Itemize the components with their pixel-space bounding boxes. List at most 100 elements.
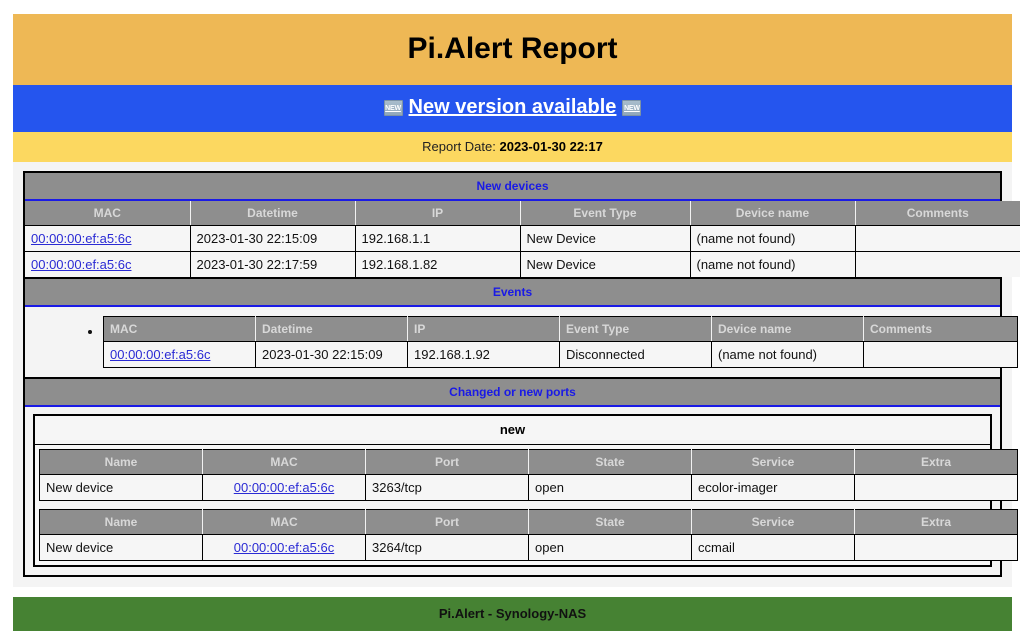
report-title-bar: Pi.Alert Report: [13, 14, 1012, 85]
section-header-events: Events: [25, 279, 1000, 307]
mac-link[interactable]: 00:00:00:ef:a5:6c: [233, 540, 335, 555]
cell-ip: 192.168.1.1: [355, 225, 521, 252]
cell-event-type: Disconnected: [559, 341, 712, 368]
table-row: New device 00:00:00:ef:a5:6c 3264/tcp op…: [39, 534, 1018, 561]
column-header-ip: IP: [355, 201, 521, 226]
cell-mac: 00:00:00:ef:a5:6c: [103, 341, 256, 368]
column-header-device-name: Device name: [690, 201, 856, 226]
report-date-value: 2023-01-30 22:17: [499, 139, 603, 154]
table-row: New device 00:00:00:ef:a5:6c 3263/tcp op…: [39, 474, 1018, 501]
section-new-devices: New devices MAC Datetime IP Event Type: [23, 171, 1020, 279]
report-date-bar: Report Date: 2023-01-30 22:17: [13, 132, 1012, 162]
column-header-service: Service: [691, 509, 855, 535]
report-page: Pi.Alert Report NEW New version availabl…: [13, 14, 1020, 587]
cell-datetime: 2023-01-30 22:17:59: [190, 251, 356, 277]
cell-state: open: [528, 474, 692, 501]
list-item: MAC Datetime IP Event Type Device name C…: [103, 316, 1018, 368]
cell-comments: [855, 225, 1020, 252]
mac-link[interactable]: 00:00:00:ef:a5:6c: [110, 347, 211, 362]
column-header-ip: IP: [407, 316, 560, 342]
events-list: MAC Datetime IP Event Type Device name C…: [25, 316, 1018, 368]
cell-comments: [863, 341, 1018, 368]
cell-mac: 00:00:00:ef:a5:6c: [202, 534, 366, 561]
ports-group-title: new: [35, 416, 990, 445]
new-badge-icon-left: NEW: [383, 99, 403, 116]
column-header-event-type: Event Type: [559, 316, 712, 342]
table-row: 00:00:00:ef:a5:6c 2023-01-30 22:17:59 19…: [25, 251, 1020, 277]
table-header-row: Name MAC Port State Service Extra: [39, 449, 1018, 475]
column-header-event-type: Event Type: [520, 201, 691, 226]
new-badge-icon-right: NEW: [622, 99, 642, 116]
report-body: New devices MAC Datetime IP Event Type: [13, 162, 1020, 587]
cell-mac: 00:00:00:ef:a5:6c: [202, 474, 366, 501]
cell-comments: [855, 251, 1020, 277]
ports-table-1: Name MAC Port State Service Extra: [39, 449, 1018, 501]
column-header-service: Service: [691, 449, 855, 475]
column-header-name: Name: [39, 449, 203, 475]
cell-port: 3264/tcp: [365, 534, 529, 561]
cell-mac: 00:00:00:ef:a5:6c: [25, 251, 191, 277]
table-header-row: Name MAC Port State Service Extra: [39, 509, 1018, 535]
mac-link[interactable]: 00:00:00:ef:a5:6c: [233, 480, 335, 495]
table-header-row: MAC Datetime IP Event Type Device name C…: [25, 201, 1020, 226]
cell-event-type: New Device: [520, 251, 691, 277]
cell-service: ecolor-imager: [691, 474, 855, 501]
column-header-extra: Extra: [854, 509, 1018, 535]
report-date-label: Report Date:: [422, 139, 496, 154]
new-version-label: New version available: [408, 96, 617, 118]
column-header-datetime: Datetime: [190, 201, 356, 226]
ports-wrap: new Name MAC Port: [25, 407, 1018, 575]
new-version-link[interactable]: NEW New version available NEW: [383, 96, 642, 119]
cell-extra: [854, 474, 1018, 501]
cell-extra: [854, 534, 1018, 561]
column-header-state: State: [528, 509, 692, 535]
new-version-bar: NEW New version available NEW: [13, 85, 1012, 132]
cell-name: New device: [39, 474, 203, 501]
section-events: Events MAC Datetime: [23, 279, 1018, 379]
report-footer: Pi.Alert - Synology-NAS: [13, 597, 1012, 631]
table-header-row: MAC Datetime IP Event Type Device name C…: [103, 316, 1018, 342]
column-header-mac: MAC: [202, 509, 366, 535]
mac-link[interactable]: 00:00:00:ef:a5:6c: [31, 257, 132, 272]
ports-table-block: Name MAC Port State Service Extra: [35, 505, 1018, 565]
column-header-comments: Comments: [863, 316, 1018, 342]
cell-state: open: [528, 534, 692, 561]
column-header-comments: Comments: [855, 201, 1020, 226]
ports-group-new: new Name MAC Port: [33, 414, 1018, 567]
column-header-mac: MAC: [25, 201, 191, 226]
mac-link[interactable]: 00:00:00:ef:a5:6c: [31, 231, 132, 246]
column-header-mac: MAC: [103, 316, 256, 342]
column-header-datetime: Datetime: [255, 316, 408, 342]
cell-device-name: (name not found): [711, 341, 864, 368]
cell-datetime: 2023-01-30 22:15:09: [190, 225, 356, 252]
section-title-events: Events: [492, 285, 533, 299]
cell-service: ccmail: [691, 534, 855, 561]
cell-mac: 00:00:00:ef:a5:6c: [25, 225, 191, 252]
cell-ip: 192.168.1.82: [355, 251, 521, 277]
ports-table-block: Name MAC Port State Service Extra: [35, 445, 1018, 505]
section-header-ports: Changed or new ports: [25, 379, 1000, 407]
cell-name: New device: [39, 534, 203, 561]
ports-table-2: Name MAC Port State Service Extra: [39, 509, 1018, 561]
events-table: MAC Datetime IP Event Type Device name C…: [103, 316, 1018, 368]
section-ports: Changed or new ports new Nam: [23, 379, 1018, 577]
cell-device-name: (name not found): [690, 225, 856, 252]
column-header-extra: Extra: [854, 449, 1018, 475]
section-title-new-devices: New devices: [476, 179, 549, 193]
cell-device-name: (name not found): [690, 251, 856, 277]
column-header-device-name: Device name: [711, 316, 864, 342]
cell-datetime: 2023-01-30 22:15:09: [255, 341, 408, 368]
cell-ip: 192.168.1.92: [407, 341, 560, 368]
section-title-ports: Changed or new ports: [449, 385, 576, 399]
column-header-port: Port: [365, 509, 529, 535]
column-header-name: Name: [39, 509, 203, 535]
column-header-state: State: [528, 449, 692, 475]
table-row: 00:00:00:ef:a5:6c 2023-01-30 22:15:09 19…: [103, 341, 1018, 368]
new-devices-table: MAC Datetime IP Event Type Device name C…: [25, 201, 1020, 277]
section-header-new-devices: New devices: [25, 173, 1000, 201]
table-row: 00:00:00:ef:a5:6c 2023-01-30 22:15:09 19…: [25, 225, 1020, 252]
column-header-port: Port: [365, 449, 529, 475]
column-header-mac: MAC: [202, 449, 366, 475]
page-title: Pi.Alert Report: [407, 32, 618, 65]
cell-port: 3263/tcp: [365, 474, 529, 501]
